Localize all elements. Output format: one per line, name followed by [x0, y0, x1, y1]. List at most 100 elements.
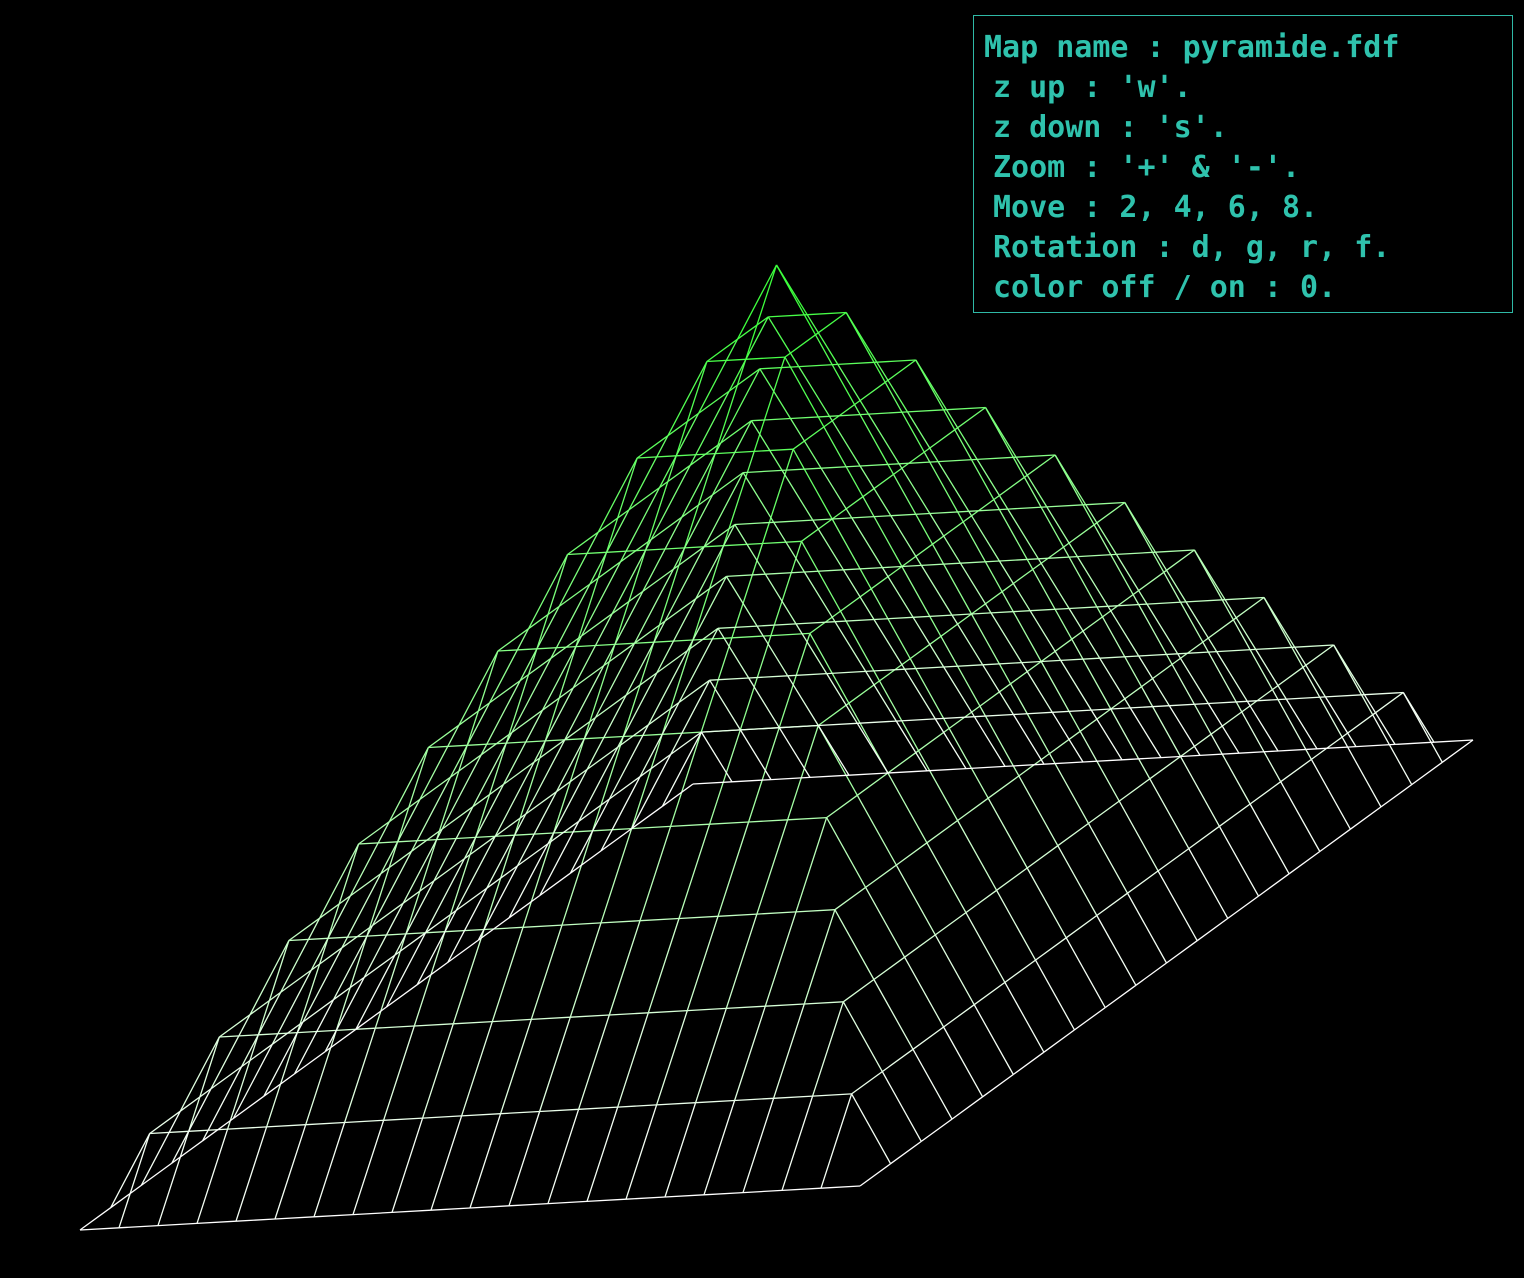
mesh-edge [650, 516, 683, 541]
mesh-edge [372, 902, 404, 927]
mesh-edge [795, 909, 835, 913]
mesh-edge [639, 753, 672, 778]
mesh-edge [1246, 700, 1279, 752]
mesh-edge [335, 935, 368, 1031]
mesh-edge [951, 614, 984, 666]
mesh-edge [1069, 605, 1109, 610]
mesh-edge [786, 725, 819, 821]
mesh-edge [1380, 784, 1413, 808]
mesh-edge [1433, 739, 1474, 743]
mesh-edge [1255, 646, 1295, 651]
mesh-edge [923, 429, 956, 453]
mesh-edge [1324, 696, 1357, 747]
mesh-edge [474, 742, 507, 838]
mesh-edge [778, 727, 811, 778]
mesh-edge [539, 1108, 579, 1113]
z-down-hint: z down : 's'. [993, 110, 1228, 145]
mesh-edge [731, 543, 764, 639]
mesh-edge [748, 675, 788, 679]
mesh-edge [494, 813, 527, 837]
mesh-edge [458, 650, 499, 726]
mesh-edge [444, 837, 477, 932]
mesh-edge [1263, 597, 1296, 648]
mesh-edge [999, 558, 1039, 562]
mesh-edge [784, 356, 825, 428]
mesh-edge [294, 1051, 326, 1075]
mesh-edge [884, 359, 917, 383]
mesh-edge [1149, 755, 1181, 780]
mesh-edge [703, 523, 736, 548]
mesh-edge [1146, 601, 1187, 605]
mesh-edge [460, 1021, 493, 1117]
mesh-edge [597, 509, 630, 533]
mesh-edge [572, 613, 613, 689]
mesh-edge [536, 554, 569, 650]
mesh-edge [575, 552, 608, 647]
mesh-edge [394, 880, 435, 956]
mesh-edge [1238, 750, 1279, 754]
mesh-edge [1085, 501, 1125, 506]
mesh-edge [711, 420, 752, 496]
mesh-edge [542, 687, 574, 711]
mesh-edge [979, 683, 1011, 707]
mesh-edge [837, 364, 870, 415]
mesh-edge [1076, 556, 1109, 607]
mesh-edge [625, 1104, 658, 1200]
mesh-edge [803, 571, 836, 623]
mesh-edge [701, 729, 741, 733]
mesh-edge [171, 1088, 212, 1164]
mesh-edge [809, 633, 850, 704]
mesh-edge [508, 1111, 541, 1207]
mesh-edge [873, 619, 906, 670]
mesh-edge [464, 835, 496, 860]
mesh-edge [1096, 915, 1137, 986]
mesh-edge [753, 356, 786, 452]
mesh-edge [851, 1093, 892, 1165]
mesh-edge [920, 1118, 953, 1142]
mesh-edge [717, 913, 757, 917]
mesh-edge [324, 977, 365, 1052]
mesh-edge [882, 564, 922, 569]
mesh-edge [1129, 707, 1162, 758]
mesh-edge [706, 338, 738, 363]
mesh-edge [820, 467, 853, 519]
mesh-edge [1249, 803, 1290, 875]
mesh-edge [1372, 691, 1404, 716]
mesh-edge [689, 390, 730, 466]
mesh-edge [333, 976, 365, 1001]
mesh-edge [957, 797, 989, 822]
mesh-edge [909, 635, 942, 660]
mesh-edge [745, 264, 778, 360]
mesh-edge [943, 1004, 975, 1028]
mesh-edge [1062, 546, 1104, 618]
mesh-edge [416, 961, 449, 986]
mesh-edge [867, 413, 900, 465]
mesh-edge [517, 843, 549, 867]
mesh-edge [754, 448, 794, 453]
mesh-edge [302, 947, 343, 1023]
mesh-edge [1024, 454, 1056, 478]
mesh-edge [1168, 705, 1201, 756]
mesh-edge [787, 816, 827, 821]
z-up-hint: z up : 'w'. [993, 70, 1192, 105]
mesh-edge [773, 519, 813, 523]
mesh-edge [382, 1025, 415, 1121]
mesh-edge [982, 1073, 1014, 1098]
mesh-edge [1202, 641, 1243, 713]
mesh-edge [812, 517, 852, 521]
mesh-edge [302, 999, 334, 1023]
mesh-edge [196, 1128, 229, 1224]
mesh-edge [873, 616, 914, 621]
mesh-edge [865, 864, 897, 888]
mesh-edge [1090, 709, 1123, 761]
mesh-edge [511, 657, 552, 733]
mesh-edge [1249, 781, 1282, 805]
mesh-edge [917, 750, 959, 821]
mesh-edge [803, 909, 836, 1005]
mesh-edge [851, 515, 891, 519]
mesh-edge [494, 761, 535, 837]
mesh-edge [1310, 759, 1351, 830]
mesh-edge [904, 934, 936, 958]
mesh-edge [1160, 754, 1201, 759]
